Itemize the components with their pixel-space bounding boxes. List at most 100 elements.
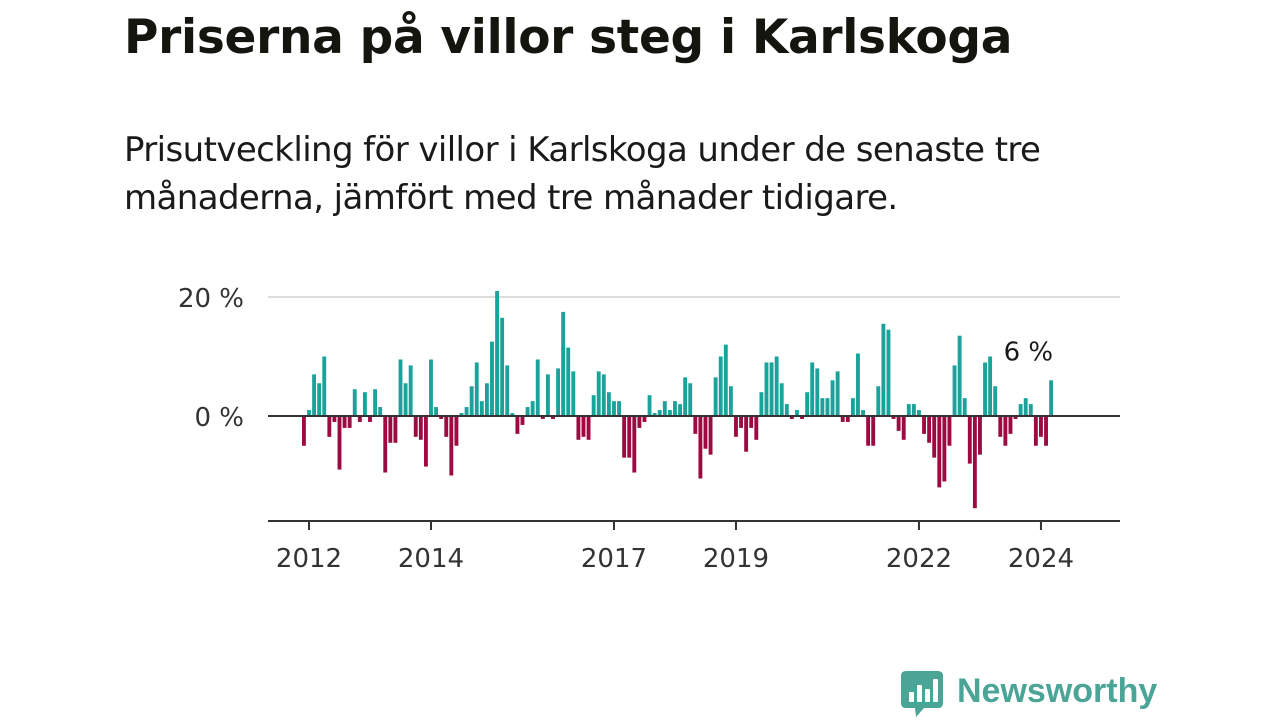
bar <box>896 416 901 431</box>
bar <box>576 416 581 440</box>
bar <box>388 416 393 443</box>
bar <box>317 383 322 416</box>
bar <box>632 416 637 473</box>
bar <box>978 416 982 455</box>
x-tick-label: 2012 <box>276 544 342 574</box>
x-tick-label: 2014 <box>398 544 464 574</box>
bar <box>500 317 505 416</box>
bar <box>881 323 886 416</box>
bar <box>972 416 977 509</box>
bar <box>312 374 317 416</box>
bar <box>1008 416 1013 434</box>
bar <box>617 401 621 417</box>
bar <box>810 362 815 416</box>
bar <box>952 365 957 417</box>
bar <box>540 416 545 419</box>
bar <box>830 380 835 416</box>
chart-subtitle: Prisutveckling för villor i Karlskoga un… <box>124 130 1041 218</box>
bar <box>713 377 718 416</box>
bar <box>545 374 550 416</box>
bar <box>784 404 789 416</box>
bar <box>561 311 566 417</box>
bar <box>1049 380 1054 416</box>
bar <box>566 347 571 416</box>
bar <box>861 410 865 416</box>
bar <box>789 416 794 419</box>
bar <box>779 383 784 416</box>
bar <box>530 401 535 417</box>
bar <box>368 416 372 422</box>
bar <box>352 389 357 417</box>
bar <box>434 407 439 416</box>
bar <box>728 386 733 416</box>
bar <box>769 362 774 416</box>
bar <box>479 401 484 417</box>
bar <box>927 416 932 443</box>
bar <box>637 416 642 428</box>
bar <box>439 416 444 419</box>
bar <box>444 416 449 437</box>
bar <box>871 416 876 446</box>
bar <box>754 416 759 440</box>
bar <box>835 371 840 417</box>
bar <box>850 398 855 416</box>
y-tick-label: 0 % <box>194 403 244 433</box>
bar <box>383 416 388 473</box>
bar <box>1013 416 1018 419</box>
bar <box>1018 404 1023 416</box>
bar <box>378 407 383 416</box>
bar <box>495 291 500 416</box>
bar <box>967 416 972 464</box>
bar <box>647 395 652 416</box>
bar <box>800 416 804 419</box>
bar <box>469 386 474 416</box>
bar <box>667 410 672 416</box>
bar <box>357 416 362 422</box>
bar <box>723 344 728 416</box>
bar <box>454 416 459 446</box>
bar <box>1028 404 1033 416</box>
bar <box>571 371 576 417</box>
bar <box>652 413 657 416</box>
x-tick-label: 2022 <box>886 544 952 574</box>
bar <box>688 383 693 416</box>
bar <box>525 407 530 416</box>
bar <box>332 416 337 422</box>
bar <box>413 416 418 437</box>
bar <box>932 416 937 458</box>
bar <box>403 383 408 416</box>
bar <box>759 392 764 416</box>
bar <box>657 410 662 416</box>
bar <box>484 383 489 416</box>
bar <box>891 416 896 419</box>
axis-labels: 0 % 20 % 2012 2014 2017 2019 2022 2024 6 % <box>178 284 1074 574</box>
bar <box>993 386 998 416</box>
bar <box>596 371 601 417</box>
bar <box>983 362 987 416</box>
bar <box>734 416 738 437</box>
bar <box>1023 398 1028 416</box>
newsworthy-bar-chart-logo-icon <box>901 671 943 717</box>
bar <box>825 398 830 416</box>
bar <box>922 416 926 434</box>
bar <box>845 416 850 422</box>
bar <box>342 416 347 428</box>
bar <box>1033 416 1038 446</box>
bar <box>622 416 627 458</box>
bar <box>1003 416 1008 446</box>
bar <box>474 362 479 416</box>
bar <box>398 359 403 416</box>
bar <box>718 356 723 416</box>
bar <box>764 362 769 416</box>
bar <box>490 341 494 417</box>
bar <box>739 416 743 428</box>
bar <box>373 389 378 417</box>
bar <box>586 416 591 440</box>
bar <box>795 410 799 416</box>
bar <box>876 386 881 416</box>
bar <box>820 398 825 416</box>
bar <box>601 374 606 416</box>
bar <box>327 416 332 437</box>
bar <box>988 356 993 416</box>
bar <box>535 359 540 416</box>
